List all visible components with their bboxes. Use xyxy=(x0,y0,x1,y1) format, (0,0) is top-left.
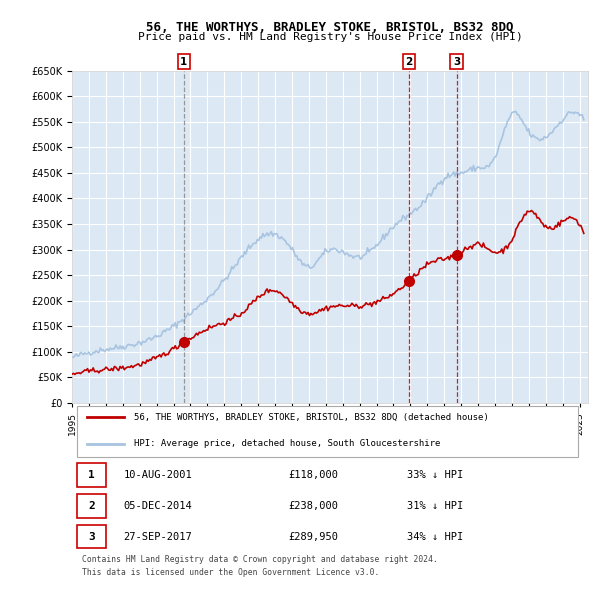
Text: £238,000: £238,000 xyxy=(289,501,339,511)
Text: 2: 2 xyxy=(88,501,95,511)
Text: 56, THE WORTHYS, BRADLEY STOKE, BRISTOL, BS32 8DQ (detached house): 56, THE WORTHYS, BRADLEY STOKE, BRISTOL,… xyxy=(134,412,488,421)
Text: £118,000: £118,000 xyxy=(289,470,339,480)
Text: 56, THE WORTHYS, BRADLEY STOKE, BRISTOL, BS32 8DQ: 56, THE WORTHYS, BRADLEY STOKE, BRISTOL,… xyxy=(146,21,514,34)
Text: 3: 3 xyxy=(88,532,95,542)
Text: 33% ↓ HPI: 33% ↓ HPI xyxy=(407,470,464,480)
Text: This data is licensed under the Open Government Licence v3.0.: This data is licensed under the Open Gov… xyxy=(82,568,380,577)
Bar xyxy=(77,463,106,487)
Text: 34% ↓ HPI: 34% ↓ HPI xyxy=(407,532,464,542)
Text: Contains HM Land Registry data © Crown copyright and database right 2024.: Contains HM Land Registry data © Crown c… xyxy=(82,555,438,563)
Bar xyxy=(77,525,106,549)
Text: 05-DEC-2014: 05-DEC-2014 xyxy=(124,501,193,511)
Text: 10-AUG-2001: 10-AUG-2001 xyxy=(124,470,193,480)
Text: HPI: Average price, detached house, South Gloucestershire: HPI: Average price, detached house, Sout… xyxy=(134,439,440,448)
Text: Price paid vs. HM Land Registry's House Price Index (HPI): Price paid vs. HM Land Registry's House … xyxy=(137,32,523,42)
Text: 31% ↓ HPI: 31% ↓ HPI xyxy=(407,501,464,511)
Text: 3: 3 xyxy=(453,57,460,67)
Text: 2: 2 xyxy=(406,57,413,67)
Text: 27-SEP-2017: 27-SEP-2017 xyxy=(124,532,193,542)
Text: 1: 1 xyxy=(88,470,95,480)
Text: 1: 1 xyxy=(180,57,187,67)
Text: £289,950: £289,950 xyxy=(289,532,339,542)
Bar xyxy=(77,494,106,517)
